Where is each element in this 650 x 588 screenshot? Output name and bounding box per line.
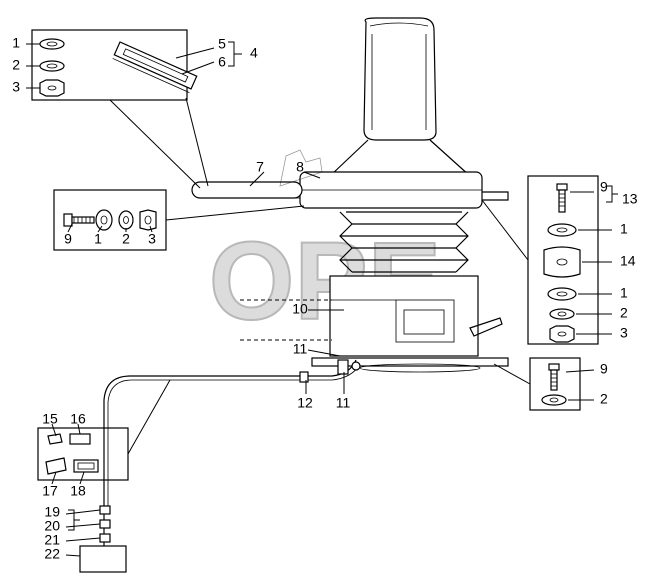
callout-13: 13	[622, 191, 638, 207]
callout-2c: 2	[620, 305, 628, 321]
detail-right-bolt	[530, 358, 580, 410]
callout-2a: 2	[12, 57, 20, 73]
callout-1b: 1	[94, 231, 102, 247]
drain-fitting-b	[100, 520, 110, 528]
hose-assembly	[80, 360, 360, 572]
drain-fitting-a	[100, 506, 110, 514]
callout-2d: 2	[600, 391, 608, 407]
backrest-edges	[372, 34, 426, 130]
callout-10: 10	[292, 301, 308, 317]
back-hinge-lines	[330, 140, 470, 176]
callout-15: 15	[42, 411, 58, 427]
callout-9a: 9	[64, 231, 72, 247]
callout-11b: 11	[336, 395, 351, 411]
callout-17: 17	[42, 483, 58, 499]
callout-6: 6	[218, 54, 226, 70]
callout-1c: 1	[620, 221, 628, 237]
callout-12: 12	[297, 395, 313, 411]
detail-clips	[38, 428, 128, 480]
callout-16: 16	[70, 411, 86, 427]
callout-4: 4	[250, 45, 258, 61]
callout-3b: 3	[148, 231, 156, 247]
callout-1d: 1	[620, 285, 628, 301]
callout-14: 14	[620, 253, 636, 269]
callout-1a: 1	[12, 35, 20, 51]
backrest-seam	[370, 23, 428, 26]
callout-22: 22	[44, 546, 60, 562]
callout-9b: 9	[600, 179, 608, 195]
hose-inner	[108, 364, 360, 506]
drain-fitting-c	[100, 534, 110, 542]
callout-3a: 3	[12, 79, 20, 95]
callout-9c: 9	[600, 361, 608, 377]
hose-tee	[300, 372, 308, 382]
callout-11a: 11	[293, 341, 308, 357]
hose-fitting-seat	[338, 360, 348, 374]
callout-2b: 2	[122, 231, 130, 247]
hose-main	[104, 360, 356, 506]
callout-18: 18	[70, 483, 86, 499]
detail-top-left	[32, 30, 197, 100]
callout-3c: 3	[620, 325, 628, 341]
drain-box	[80, 546, 126, 572]
hose-elbow	[352, 362, 360, 370]
callout-5: 5	[218, 36, 226, 52]
callout-7: 7	[256, 159, 264, 175]
detail-right	[528, 176, 598, 344]
callout-8: 8	[296, 159, 304, 175]
seat-backrest	[364, 18, 436, 140]
side-lever	[482, 192, 508, 200]
